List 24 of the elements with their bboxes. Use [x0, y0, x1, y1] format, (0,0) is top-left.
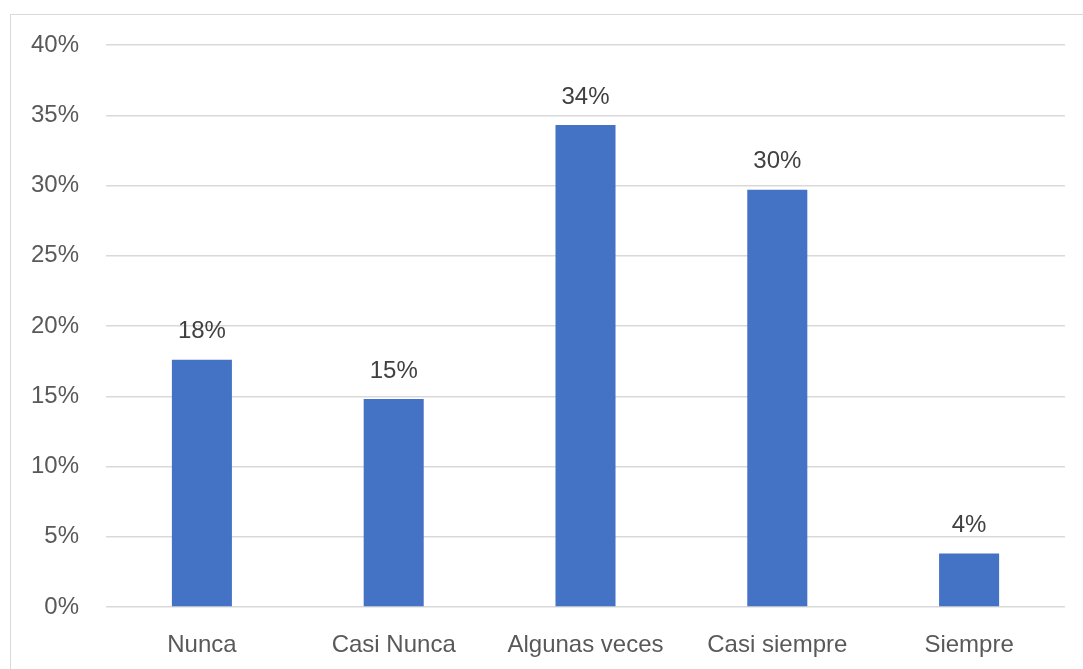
x-tick-label: Algunas veces [507, 630, 664, 658]
y-tick-label: 10% [30, 451, 79, 479]
y-tick-label: 15% [30, 380, 79, 408]
data-label: 34% [561, 81, 610, 109]
data-label: 30% [753, 146, 802, 174]
x-tick-label: Casi Nunca [331, 630, 457, 658]
y-tick-label: 5% [44, 521, 79, 549]
data-label: 18% [177, 316, 226, 344]
y-tick-label: 25% [30, 240, 79, 268]
x-tick-label: Siempre [924, 630, 1014, 658]
bar [747, 189, 808, 607]
y-tick-label: 0% [44, 591, 79, 619]
bar [363, 399, 424, 607]
y-tick-label: 30% [30, 170, 79, 198]
bar [939, 553, 1000, 607]
y-tick-label: 35% [30, 99, 79, 127]
x-tick-label: Nunca [167, 630, 238, 658]
y-tick-label: 20% [30, 310, 79, 338]
x-tick-label: Casi siempre [707, 630, 848, 658]
bar [171, 359, 232, 607]
data-label: 15% [369, 355, 418, 383]
bar [555, 125, 616, 607]
data-label: 4% [951, 510, 987, 538]
y-tick-label: 40% [30, 29, 79, 57]
